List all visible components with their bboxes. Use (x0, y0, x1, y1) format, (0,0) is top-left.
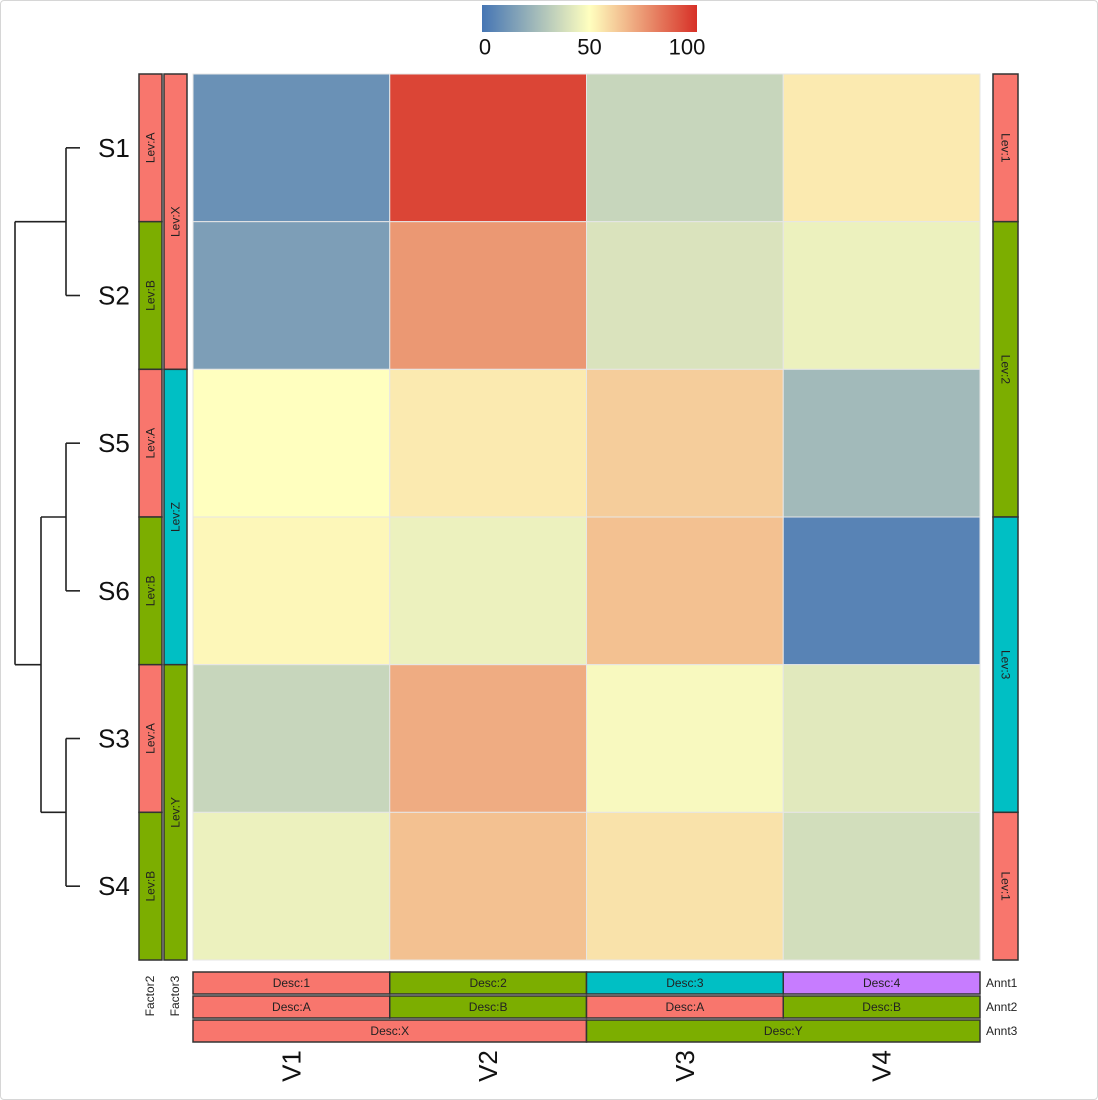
annt3-label-1: Desc:X (370, 1024, 409, 1038)
legend-tick-50: 50 (577, 35, 601, 60)
annt2-label-3: Desc:A (666, 1000, 705, 1014)
heatmap-cell-S5-V4 (782, 368, 981, 518)
heatmap-cell-S5-V2 (389, 368, 587, 518)
factor2-label-4: Lev:B (144, 576, 158, 607)
heatmap-cell-S6-V2 (389, 516, 587, 666)
row-annotation-title-Factor2: Factor2 (143, 975, 157, 1016)
annt1-label-4: Desc:4 (863, 976, 901, 990)
row-label-S3: S3 (98, 724, 130, 754)
annt2-label-4: Desc:B (862, 1000, 901, 1014)
heatmap-cell-S3-V1 (192, 664, 391, 813)
column-label-V3: V3 (670, 1050, 700, 1082)
factor2-label-6: Lev:B (144, 871, 158, 902)
column-label-V2: V2 (473, 1050, 503, 1082)
right-annotation-label-2: Lev:2 (999, 355, 1013, 385)
annt3-cell-2 (585, 1019, 981, 1043)
row-label-S6: S6 (98, 576, 130, 606)
annt1-cell-4 (782, 971, 981, 995)
column-label-V1: V1 (276, 1050, 306, 1082)
factor2-label-3: Lev:A (144, 428, 158, 459)
heatmap-cell-S5-V3 (586, 368, 784, 518)
heatmap-cell-S1-V2 (389, 73, 587, 223)
heatmap-cell-S4-V3 (586, 811, 784, 961)
legend-tick-0: 0 (479, 35, 491, 60)
annt1-label-1: Desc:1 (273, 976, 311, 990)
heatmap-cell-S4-V1 (192, 811, 391, 961)
heatmap-cell-S3-V2 (389, 664, 587, 813)
row-label-S1: S1 (98, 133, 130, 163)
factor2-cell-6 (138, 811, 163, 961)
heatmap-cell-S4-V2 (389, 811, 587, 961)
factor2-label-5: Lev:A (144, 723, 158, 754)
right-annotation-label-1: Lev:1 (999, 133, 1013, 163)
heatmap-cell-S1-V4 (782, 73, 981, 223)
heatmap-cell-S6-V3 (586, 516, 784, 666)
right-annotation-cell-2 (992, 220, 1019, 518)
annt2-label-1: Desc:A (272, 1000, 311, 1014)
factor3-label-1: Lev:X (169, 206, 183, 237)
heatmap-cell-S2-V3 (586, 221, 784, 370)
column-annotation-title-Annt1: Annt1 (986, 976, 1018, 990)
annt3-label-2: Desc:Y (764, 1024, 803, 1038)
heatmap-cell-S3-V3 (586, 664, 784, 813)
row-label-S4: S4 (98, 871, 130, 901)
heatmap-cell-S3-V4 (782, 664, 981, 813)
column-annotation-title-Annt2: Annt2 (986, 1000, 1018, 1014)
heatmap-cell-S6-V1 (192, 516, 391, 666)
row-annotation-title-Factor3: Factor3 (168, 975, 182, 1016)
right-annotation-label-3: Lev:3 (999, 650, 1013, 680)
factor3-cell-3 (163, 663, 188, 961)
factor3-label-3: Lev:Y (169, 797, 183, 828)
heatmap-cell-S1-V1 (192, 73, 391, 223)
factor2-label-2: Lev:B (144, 280, 158, 311)
heatmap-cell-S2-V2 (389, 221, 587, 370)
annt1-label-3: Desc:3 (666, 976, 704, 990)
row-label-S5: S5 (98, 428, 130, 458)
right-annotation-label-4: Lev:1 (999, 872, 1013, 902)
legend-tick-100: 100 (669, 35, 706, 60)
heatmap-cell-S1-V3 (586, 73, 784, 223)
right-annotation-cell-4 (992, 811, 1019, 961)
color-legend-bar (482, 5, 697, 32)
heatmap-cell-S5-V1 (192, 368, 391, 518)
heatmap-cell-S4-V4 (782, 811, 981, 961)
annt2-label-2: Desc:B (469, 1000, 508, 1014)
right-annotation-cell-1 (992, 73, 1019, 223)
factor2-label-1: Lev:A (144, 132, 158, 163)
row-label-S2: S2 (98, 281, 130, 311)
annt2-cell-4 (782, 995, 981, 1019)
annt1-label-2: Desc:2 (469, 976, 507, 990)
heatmap-cell-S2-V1 (192, 221, 391, 370)
right-annotation-cell-3 (992, 516, 1019, 814)
factor3-label-2: Lev:Z (169, 502, 183, 532)
column-annotation-title-Annt3: Annt3 (986, 1024, 1018, 1038)
heatmap-cell-S6-V4 (782, 516, 981, 666)
heatmap-cell-S2-V4 (782, 221, 981, 370)
column-label-V4: V4 (867, 1050, 897, 1082)
